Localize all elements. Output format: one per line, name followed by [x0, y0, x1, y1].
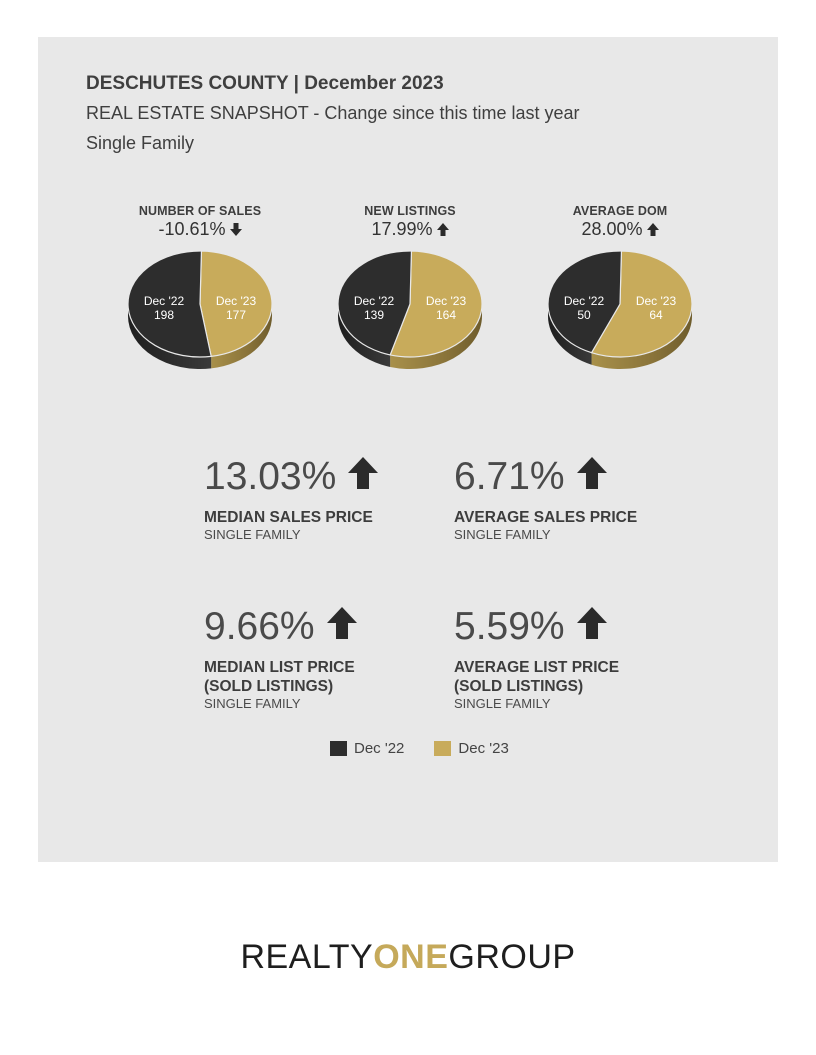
- pie-label-value: 164: [436, 308, 456, 322]
- pie-label-category: Dec '22: [354, 294, 395, 308]
- pie-side-dec23: [591, 304, 692, 369]
- arrow-up-icon: [576, 457, 607, 489]
- stat-label: MEDIAN SALES PRICE: [204, 508, 378, 527]
- page-subtitle: REAL ESTATE SNAPSHOT - Change since this…: [86, 103, 580, 124]
- pie-label-value: 139: [364, 308, 384, 322]
- pie-change-value: 17.99%: [371, 219, 433, 239]
- brand-part-one: ONE: [373, 938, 449, 976]
- pie-label-category: Dec '23: [216, 294, 257, 308]
- stat-label-line: AVERAGE SALES PRICE: [454, 509, 638, 526]
- pie-change: 17.99%: [330, 219, 490, 240]
- legend: Dec '22 Dec '23: [330, 740, 509, 757]
- subtitle-main: REAL ESTATE SNAPSHOT: [86, 103, 309, 123]
- pie-change: 28.00%: [540, 219, 700, 240]
- stat-sub: SINGLE FAMILY: [204, 527, 301, 542]
- arrow-up-icon: [646, 223, 659, 236]
- brand-logo: REALTYONEGROUP: [0, 938, 816, 977]
- legend-label: Dec '23: [458, 740, 509, 757]
- arrow-up-icon: [348, 457, 379, 489]
- pie-label-value: 177: [226, 308, 246, 322]
- pie-title: AVERAGE DOM: [572, 204, 668, 218]
- pie-side-dec23: [390, 304, 482, 369]
- arrow-up-icon: [436, 223, 449, 236]
- stat-sub: SINGLE FAMILY: [204, 696, 301, 711]
- arrow-up-icon: [326, 607, 357, 646]
- page-title: DESCHUTES COUNTY | December 2023: [86, 73, 444, 94]
- pie-label-value: 198: [154, 308, 174, 322]
- property-category: Single Family: [86, 133, 195, 153]
- stat-label: AVERAGE LIST PRICE (SOLD LISTINGS): [454, 658, 619, 696]
- pie-change: -10.61%: [120, 219, 280, 240]
- stat-value: 6.71%: [454, 455, 565, 498]
- legend-swatch: [434, 741, 452, 756]
- stat-value-row: 13.03%: [204, 455, 379, 498]
- arrow-down-icon: [229, 223, 242, 236]
- pie-title: NUMBER OF SALES: [138, 204, 262, 218]
- brand-part-realty: REALTY: [240, 938, 374, 976]
- stat-value: 9.66%: [204, 605, 315, 648]
- stat-average-list-price: 5.59% AVERAGE LIST PRICE (SOLD LISTINGS)…: [454, 607, 619, 711]
- arrow-up-icon: [576, 457, 607, 496]
- pie-label-category: Dec '22: [564, 294, 605, 308]
- pie-side-dec22: [127, 304, 212, 369]
- pie-slice-dec22: [127, 250, 212, 358]
- pie-label-value: 50: [577, 308, 591, 322]
- pie-number-of-sales: NUMBER OF SALES -10.61% Dec '22 198 Dec '2…: [120, 204, 280, 384]
- pie-label-category: Dec '23: [636, 294, 677, 308]
- pie-new-listings: NEW LISTINGS 17.99% Dec '22 139 Dec '23 164: [330, 204, 490, 384]
- pie-title: NEW LISTINGS: [364, 204, 456, 218]
- legend-item-dec23: Dec '23: [434, 740, 509, 757]
- pie-change-value: 28.00%: [581, 219, 643, 239]
- pie-slice-dec22: [547, 250, 623, 354]
- stat-label-line: (SOLD LISTINGS): [204, 678, 334, 695]
- pie-slice-dec23: [389, 250, 483, 358]
- arrow-up-icon: [576, 607, 607, 639]
- stat-value: 13.03%: [204, 455, 337, 498]
- arrow-up-icon: [646, 223, 659, 236]
- pie-slice-dec23: [199, 250, 273, 358]
- stat-value-row: 6.71%: [454, 457, 637, 496]
- arrow-up-icon: [348, 457, 379, 496]
- pie-slice-dec23: [590, 250, 693, 358]
- pie-side-dec23: [211, 304, 272, 369]
- legend-swatch: [330, 741, 347, 756]
- stat-sub: SINGLE FAMILY: [454, 527, 551, 542]
- arrow-down-icon: [229, 223, 242, 236]
- stat-label-line: AVERAGE LIST PRICE: [454, 659, 620, 676]
- legend-item-dec22: Dec '22: [330, 740, 404, 757]
- stat-sub: SINGLE FAMILY: [454, 696, 551, 711]
- stat-label-line: (SOLD LISTINGS): [454, 678, 584, 695]
- pie-slice-dec22: [337, 250, 413, 356]
- arrow-up-icon: [326, 607, 357, 639]
- pie-label-value: 64: [649, 308, 663, 322]
- stat-median-sales-price: 13.03% MEDIAN SALES PRICE SINGLE FAMILY: [204, 455, 379, 542]
- stat-value: 5.59%: [454, 605, 565, 648]
- stat-label: AVERAGE SALES PRICE: [454, 508, 637, 527]
- subtitle-change: - Change since this time last year: [308, 103, 580, 123]
- pie-side-dec22: [548, 304, 592, 365]
- pie-change-value: -10.61%: [158, 219, 226, 239]
- pie-average-dom: AVERAGE DOM 28.00% Dec '22 50 Dec '23 64: [540, 204, 700, 384]
- pie-label-category: Dec '23: [426, 294, 467, 308]
- arrow-up-icon: [436, 223, 449, 236]
- legend-label: Dec '22: [354, 740, 405, 757]
- arrow-up-icon: [576, 607, 607, 646]
- brand-part-group: GROUP: [448, 938, 576, 976]
- snapshot-panel: [38, 37, 778, 862]
- stat-label: MEDIAN LIST PRICE (SOLD LISTINGS): [204, 658, 357, 696]
- stat-median-list-price: 9.66% MEDIAN LIST PRICE (SOLD LISTINGS) …: [204, 607, 357, 711]
- stat-value-row: 5.59%: [454, 607, 619, 646]
- stat-value-row: 9.66%: [204, 607, 357, 646]
- stat-label-line: MEDIAN LIST PRICE: [204, 659, 355, 676]
- stat-average-sales-price: 6.71% AVERAGE SALES PRICE SINGLE FAMILY: [454, 457, 637, 542]
- stat-label-line: MEDIAN SALES PRICE: [204, 509, 373, 526]
- pie-label-category: Dec '22: [144, 294, 185, 308]
